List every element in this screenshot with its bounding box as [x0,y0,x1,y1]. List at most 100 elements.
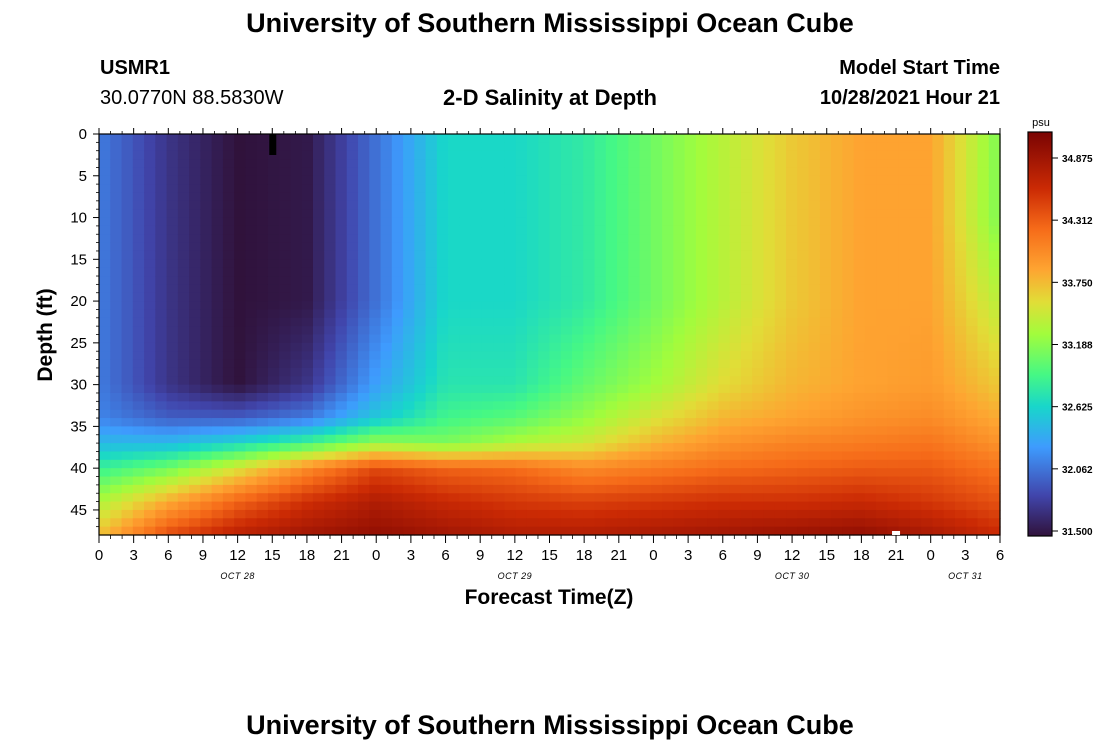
heatmap-cell [572,259,584,269]
heatmap-cell [504,418,517,427]
heatmap-cell [763,376,776,386]
heatmap-cell [639,225,652,235]
heatmap-cell [966,342,979,352]
heatmap-cell [312,501,325,511]
heatmap-cell [954,317,967,327]
heatmap-cell [864,225,877,235]
heatmap-cell [718,443,731,453]
heatmap-cell [954,250,967,260]
heatmap-cell [132,459,145,469]
heatmap-cell [943,459,956,469]
heatmap-cell [673,309,686,319]
x-axis: 0 3 6 9 12 15 18 21 0 3 6 9 12 15 18 21 0 3 6 9 12 15 18 21 0 3 6O… [95,128,1004,581]
heatmap-cell [526,484,539,494]
heatmap-cell [369,501,382,511]
heatmap-cell [774,484,787,494]
heatmap-cell [932,451,945,461]
heatmap-cell [954,142,967,152]
heatmap-cell [549,342,562,352]
heatmap-cell [988,284,1001,294]
heatmap-cell [594,267,607,277]
heatmap-cell [617,476,629,486]
heatmap-cell [650,459,663,469]
heatmap-cell [583,526,596,536]
heatmap-cell [110,443,123,453]
heatmap-cell [932,267,945,277]
heatmap-cell [988,150,1001,160]
heatmap-cell [932,443,945,453]
heatmap-cell [572,150,584,160]
heatmap-cell [864,443,877,453]
heatmap-cell [718,518,731,528]
heatmap-cell [718,284,731,294]
heatmap-cell [740,409,753,419]
heatmap-cell [425,509,438,519]
heatmap-cell [222,426,235,436]
heatmap-cell [639,459,652,469]
heatmap-cell [831,301,843,311]
heatmap-cell [650,217,663,227]
heatmap-cell [470,501,483,511]
heatmap-cell [988,142,1001,152]
heatmap-cell [335,418,348,427]
heatmap-cell [605,200,618,210]
heatmap-cell [515,150,528,160]
heatmap-cell [155,376,168,386]
heatmap-cell [369,150,382,160]
heatmap-cell [200,493,213,503]
heatmap-cell [628,192,641,202]
heatmap-cell [966,484,979,494]
heatmap-cell [853,484,866,494]
heatmap-cell [504,468,517,478]
heatmap-cell [808,401,821,411]
heatmap-cell [639,468,652,478]
heatmap-cell [707,518,720,528]
heatmap-cell [797,334,810,344]
heatmap-cell [403,443,415,453]
heatmap-cell [358,518,370,528]
heatmap-cell [909,484,922,494]
heatmap-cell [493,459,506,469]
heatmap-cell [200,217,213,227]
heatmap-cell [312,225,325,235]
heatmap-cell [752,150,765,160]
heatmap-cell [932,426,945,436]
heatmap-cell [256,276,269,285]
heatmap-cell [358,200,370,210]
heatmap-cell [605,225,618,235]
heatmap-cell [628,259,641,269]
heatmap-cell [470,317,483,327]
heatmap-cell [718,334,731,344]
heatmap-cell [932,376,945,386]
heatmap-cell [211,401,224,411]
heatmap-cell [335,192,348,202]
heatmap-cell [481,367,494,377]
heatmap-cell [256,451,269,461]
heatmap-cell [819,301,832,311]
y-tick-label: 20 [70,293,87,310]
heatmap-cell [887,276,900,285]
heatmap-cell [155,443,168,453]
heatmap-cell [290,142,303,152]
heatmap-cell [583,468,596,478]
heatmap-cell [583,267,596,277]
heatmap-cell [358,317,370,327]
heatmap-cell [572,225,584,235]
heatmap-cell [256,234,269,244]
heatmap-cell [470,175,483,185]
heatmap-cell [853,259,866,269]
heatmap-cell [909,451,922,461]
heatmap-cell [909,309,922,319]
heatmap-cell [583,518,596,528]
heatmap-cell [391,200,404,210]
heatmap-cell [155,209,168,219]
heatmap-cell [234,418,247,427]
heatmap-cell [301,225,314,235]
heatmap-cell [155,392,168,402]
heatmap-cell [988,301,1001,311]
heatmap-cell [786,409,798,419]
heatmap-cell [324,351,337,361]
heatmap-cell [729,326,742,336]
heatmap-cell [617,359,629,369]
heatmap-cell [617,434,629,444]
